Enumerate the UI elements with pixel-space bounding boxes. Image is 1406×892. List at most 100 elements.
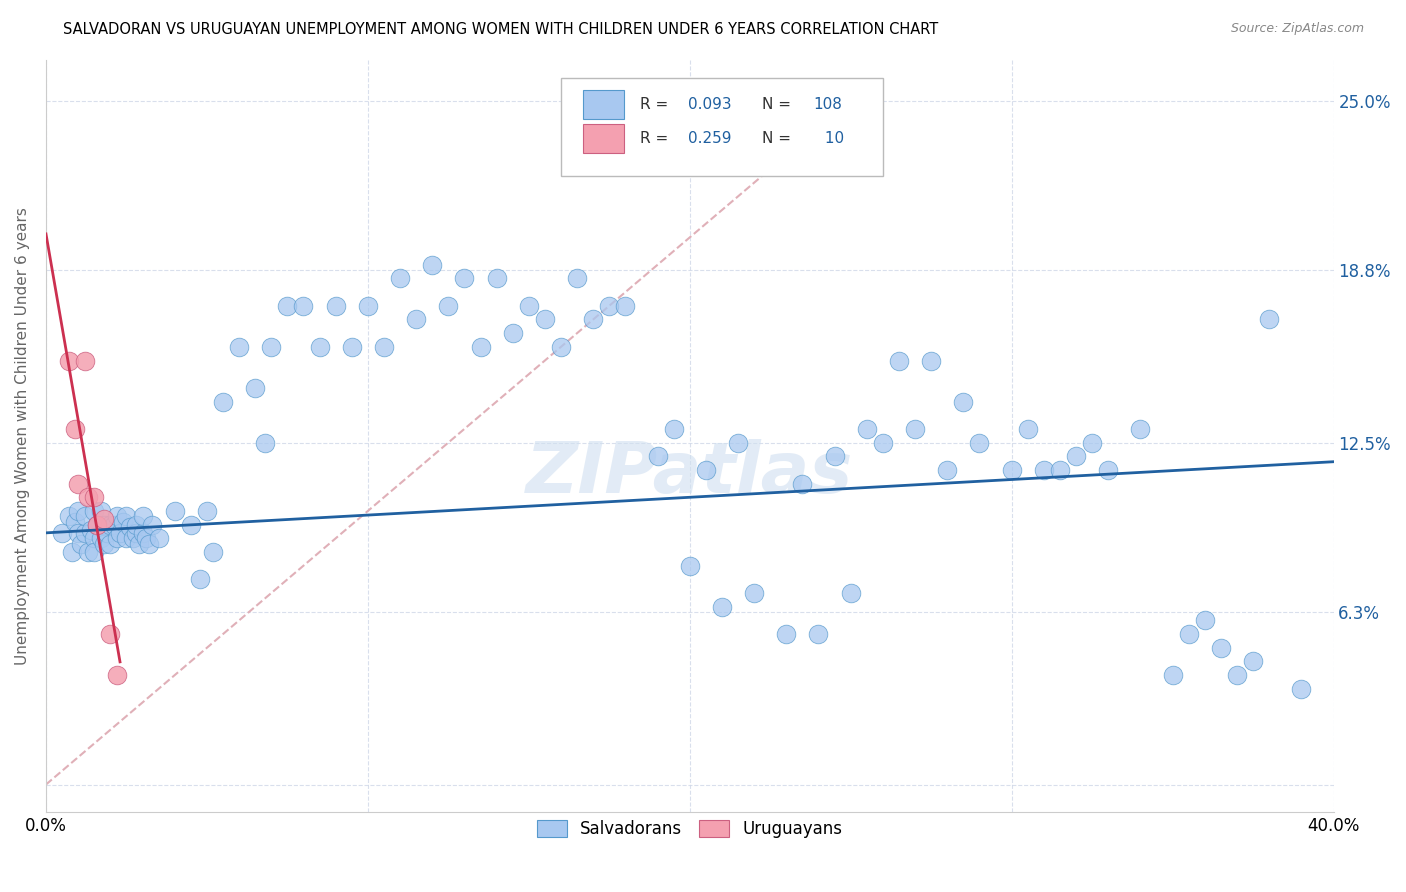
Point [122, 531, 145, 545]
Point [598, 299, 620, 313]
Text: N =: N = [762, 131, 796, 146]
Point [839, 586, 862, 600]
Point [952, 394, 974, 409]
Text: 108: 108 [813, 97, 842, 112]
Point [1001, 463, 1024, 477]
Point [1209, 640, 1232, 655]
Point [855, 422, 877, 436]
Point [453, 271, 475, 285]
Text: 0.259: 0.259 [689, 131, 733, 146]
Point [276, 299, 298, 313]
Point [67, 504, 90, 518]
Point [405, 312, 427, 326]
Text: ZIPatlas: ZIPatlas [526, 439, 853, 508]
Text: R =: R = [640, 131, 672, 146]
Point [969, 435, 991, 450]
Point [1194, 614, 1216, 628]
Point [70, 537, 93, 551]
Point [83, 504, 105, 518]
Point [108, 525, 131, 540]
Text: SALVADORAN VS URUGUAYAN UNEMPLOYMENT AMONG WOMEN WITH CHILDREN UNDER 6 YEARS COR: SALVADORAN VS URUGUAYAN UNEMPLOYMENT AMO… [63, 22, 939, 37]
Point [695, 463, 717, 477]
Point [550, 340, 572, 354]
Point [73, 353, 96, 368]
Point [125, 525, 148, 540]
Point [163, 504, 186, 518]
Point [98, 627, 121, 641]
Point [1129, 422, 1152, 436]
Point [292, 299, 315, 313]
Point [517, 299, 540, 313]
Point [565, 271, 588, 285]
Point [340, 340, 363, 354]
Point [90, 504, 112, 518]
Y-axis label: Unemployment Among Women with Children Under 6 years: Unemployment Among Women with Children U… [15, 207, 30, 665]
Point [63, 515, 86, 529]
Point [582, 312, 605, 326]
Point [51, 525, 73, 540]
Point [131, 509, 153, 524]
Text: Source: ZipAtlas.com: Source: ZipAtlas.com [1230, 22, 1364, 36]
Point [253, 435, 276, 450]
Point [76, 545, 98, 559]
Point [98, 537, 121, 551]
Point [824, 449, 846, 463]
Point [180, 517, 202, 532]
Point [710, 599, 733, 614]
Point [115, 509, 138, 524]
Point [1097, 463, 1119, 477]
FancyBboxPatch shape [561, 78, 883, 177]
FancyBboxPatch shape [583, 90, 624, 119]
Point [1049, 463, 1071, 477]
Point [308, 340, 330, 354]
Point [93, 537, 115, 551]
Point [872, 435, 894, 450]
Point [58, 509, 80, 524]
Point [58, 353, 80, 368]
Point [76, 490, 98, 504]
Point [727, 435, 749, 450]
Point [80, 523, 103, 537]
Point [614, 299, 637, 313]
Text: N =: N = [762, 97, 796, 112]
Text: 10: 10 [820, 131, 844, 146]
Point [83, 531, 105, 545]
Point [325, 299, 347, 313]
Point [420, 258, 443, 272]
Point [245, 381, 267, 395]
Point [202, 545, 225, 559]
Point [93, 517, 115, 532]
Point [131, 525, 153, 540]
Point [485, 271, 508, 285]
Point [1226, 668, 1249, 682]
Point [141, 517, 163, 532]
Point [105, 509, 128, 524]
Point [807, 627, 830, 641]
Point [1291, 681, 1313, 696]
Point [742, 586, 765, 600]
Point [83, 545, 105, 559]
FancyBboxPatch shape [583, 124, 624, 153]
Point [679, 558, 702, 573]
Point [920, 353, 942, 368]
Point [357, 299, 380, 313]
Point [73, 509, 96, 524]
Point [1081, 435, 1104, 450]
Point [887, 353, 910, 368]
Point [138, 537, 160, 551]
Point [67, 525, 90, 540]
Point [96, 525, 118, 540]
Point [98, 517, 121, 532]
Point [1177, 627, 1199, 641]
Point [1161, 668, 1184, 682]
Point [112, 515, 135, 529]
Point [73, 525, 96, 540]
Point [502, 326, 524, 340]
Point [115, 531, 138, 545]
Point [228, 340, 250, 354]
Point [936, 463, 959, 477]
Point [105, 668, 128, 682]
Point [647, 449, 669, 463]
Point [60, 545, 83, 559]
Point [437, 299, 460, 313]
